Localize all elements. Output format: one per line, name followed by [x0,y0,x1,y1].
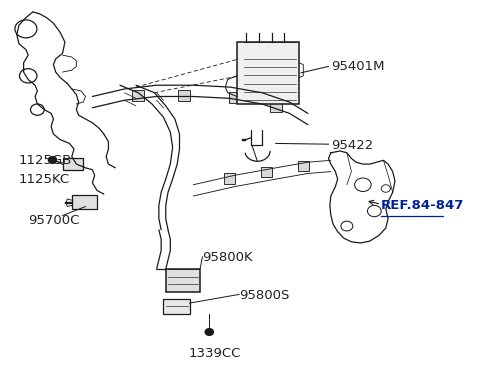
Circle shape [48,156,57,163]
Bar [298,161,309,171]
Text: 95401M: 95401M [331,60,384,73]
Text: 95422: 95422 [331,139,373,152]
Text: 1125KC: 1125KC [19,173,70,185]
Bar [270,101,282,112]
Bar [225,173,235,184]
Bar [166,268,200,292]
Circle shape [205,329,214,336]
Bar [228,92,240,103]
Bar [164,299,190,314]
Bar [62,158,83,170]
Bar [72,195,97,209]
Text: 95700C: 95700C [28,214,80,227]
Bar [237,42,299,104]
Text: 1125GB: 1125GB [19,154,72,167]
Text: 95800K: 95800K [203,251,253,265]
Text: 95800S: 95800S [239,289,289,302]
Bar [261,167,272,177]
Text: 1339CC: 1339CC [189,347,241,360]
Bar [178,90,190,101]
Text: REF.84-847: REF.84-847 [381,199,465,212]
Bar [132,90,144,101]
